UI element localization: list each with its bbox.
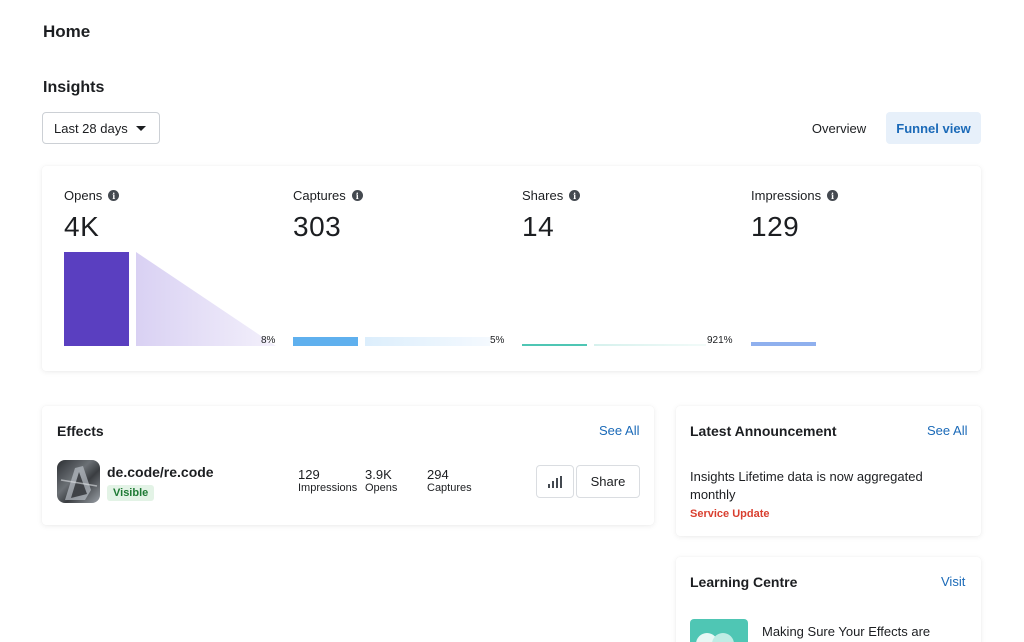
learning-visit-link[interactable]: Visit: [941, 574, 966, 589]
thumbnail-circle: [712, 633, 734, 642]
metric-opens: Opens i 4K: [64, 188, 120, 243]
info-icon[interactable]: i: [108, 190, 120, 201]
stat-label: Impressions: [298, 482, 358, 494]
page-title: Home: [43, 22, 91, 41]
effects-card: Effects See All de.code/re.code Visible …: [42, 406, 654, 525]
insights-chart-button[interactable]: [536, 465, 574, 498]
date-range-select[interactable]: Last 28 days: [42, 112, 160, 144]
funnel-card: Opens i 4K Captures i 303 Shares i 14 Impre…: [42, 166, 981, 371]
stat-label: Opens: [365, 482, 398, 494]
metric-label: Opens: [64, 188, 103, 203]
announcement-title: Latest Announcement: [690, 423, 837, 439]
learning-thumbnail[interactable]: [690, 619, 748, 642]
effect-thumbnail-art: [60, 466, 98, 500]
announcement-text[interactable]: Insights Lifetime data is now aggregated…: [690, 469, 923, 502]
funnel-view-button[interactable]: Funnel view: [886, 112, 981, 144]
bar-chart-icon: [548, 475, 562, 488]
conversion-rate: 5%: [490, 335, 505, 346]
stat-value: 294: [427, 467, 449, 482]
metric-value: 14: [522, 211, 555, 242]
metric-label: Captures: [293, 188, 346, 203]
funnel-bar-opens: [64, 252, 129, 346]
funnel-connector-opens: [136, 252, 276, 346]
conversion-rate: 921%: [707, 335, 733, 346]
effect-thumbnail[interactable]: [57, 460, 100, 503]
status-badge: Visible: [107, 485, 155, 501]
overview-view-button[interactable]: Overview: [811, 120, 867, 136]
announcement-tag: Service Update: [690, 508, 770, 520]
funnel-bar-shares: [522, 344, 587, 346]
metric-value: 4K: [64, 211, 100, 242]
conversion-rate: 8%: [261, 335, 276, 346]
stat-opens: 3.9K Opens: [365, 467, 397, 494]
metric-captures: Captures i 303: [293, 188, 363, 243]
metric-impressions: Impressions i 129: [751, 188, 839, 243]
metric-label: Shares: [522, 188, 564, 203]
metric-shares: Shares i 14: [522, 188, 581, 243]
stat-value: 3.9K: [365, 467, 392, 482]
metric-label: Impressions: [751, 188, 822, 203]
stat-label: Captures: [427, 482, 472, 494]
funnel-connector-captures: [365, 337, 490, 346]
share-button[interactable]: Share: [576, 465, 640, 498]
effects-see-all-link[interactable]: See All: [599, 423, 640, 438]
effects-title: Effects: [57, 423, 104, 439]
learning-centre-card: Learning Centre Visit Making Sure Your E…: [676, 557, 981, 642]
metric-value: 129: [751, 211, 800, 242]
insights-title: Insights: [43, 79, 105, 96]
info-icon[interactable]: i: [351, 190, 363, 201]
metric-value: 303: [293, 211, 342, 242]
effect-name[interactable]: de.code/re.code: [107, 464, 214, 480]
stat-impressions: 129 Impressions: [298, 467, 357, 494]
announcement-card: Latest Announcement See All Insights Lif…: [676, 406, 981, 536]
stat-captures: 294 Captures: [427, 467, 472, 494]
learning-item-title[interactable]: Making Sure Your Effects are: [762, 624, 931, 639]
funnel-bar-captures: [293, 337, 358, 346]
funnel-connector-shares: [594, 344, 706, 346]
thumbnail-circle: [696, 633, 718, 642]
info-icon[interactable]: i: [569, 190, 581, 201]
info-icon[interactable]: i: [827, 190, 839, 201]
funnel-bar-impressions: [751, 342, 816, 346]
date-range-label: Last 28 days: [54, 120, 128, 136]
stat-value: 129: [298, 467, 320, 482]
learning-centre-title: Learning Centre: [690, 574, 798, 590]
announcement-see-all-link[interactable]: See All: [927, 423, 968, 438]
caret-down-icon: [135, 125, 146, 131]
